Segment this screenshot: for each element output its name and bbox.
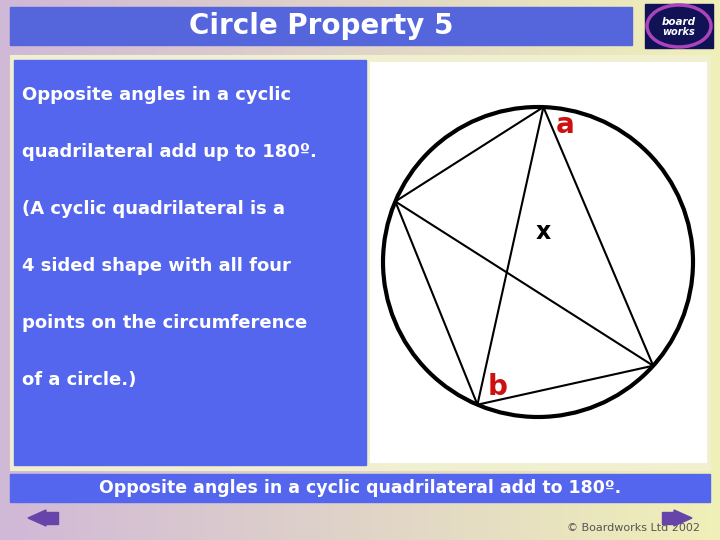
Text: points on the circumference: points on the circumference xyxy=(22,314,307,332)
Text: Opposite angles in a cyclic quadrilateral add to 180º.: Opposite angles in a cyclic quadrilatera… xyxy=(99,479,621,497)
Bar xyxy=(370,62,706,462)
Text: Opposite angles in a cyclic: Opposite angles in a cyclic xyxy=(22,86,291,104)
Text: Circle Property 5: Circle Property 5 xyxy=(189,12,454,40)
Bar xyxy=(645,4,713,48)
Text: works: works xyxy=(662,27,696,37)
Text: x: x xyxy=(536,220,551,244)
Text: of a circle.): of a circle.) xyxy=(22,371,136,389)
Text: board: board xyxy=(662,17,696,27)
Polygon shape xyxy=(674,510,692,526)
Text: © Boardworks Ltd 2002: © Boardworks Ltd 2002 xyxy=(567,523,700,533)
Bar xyxy=(10,7,632,45)
Text: b: b xyxy=(487,373,508,401)
Text: quadrilateral add up to 180º.: quadrilateral add up to 180º. xyxy=(22,143,317,161)
Bar xyxy=(14,60,366,465)
Polygon shape xyxy=(28,510,46,526)
Text: 4 sided shape with all four: 4 sided shape with all four xyxy=(22,257,291,275)
Text: a: a xyxy=(556,111,575,139)
Bar xyxy=(10,474,710,502)
Bar xyxy=(46,512,58,524)
Text: (A cyclic quadrilateral is a: (A cyclic quadrilateral is a xyxy=(22,200,285,218)
Bar xyxy=(662,512,674,524)
Bar xyxy=(10,55,710,470)
